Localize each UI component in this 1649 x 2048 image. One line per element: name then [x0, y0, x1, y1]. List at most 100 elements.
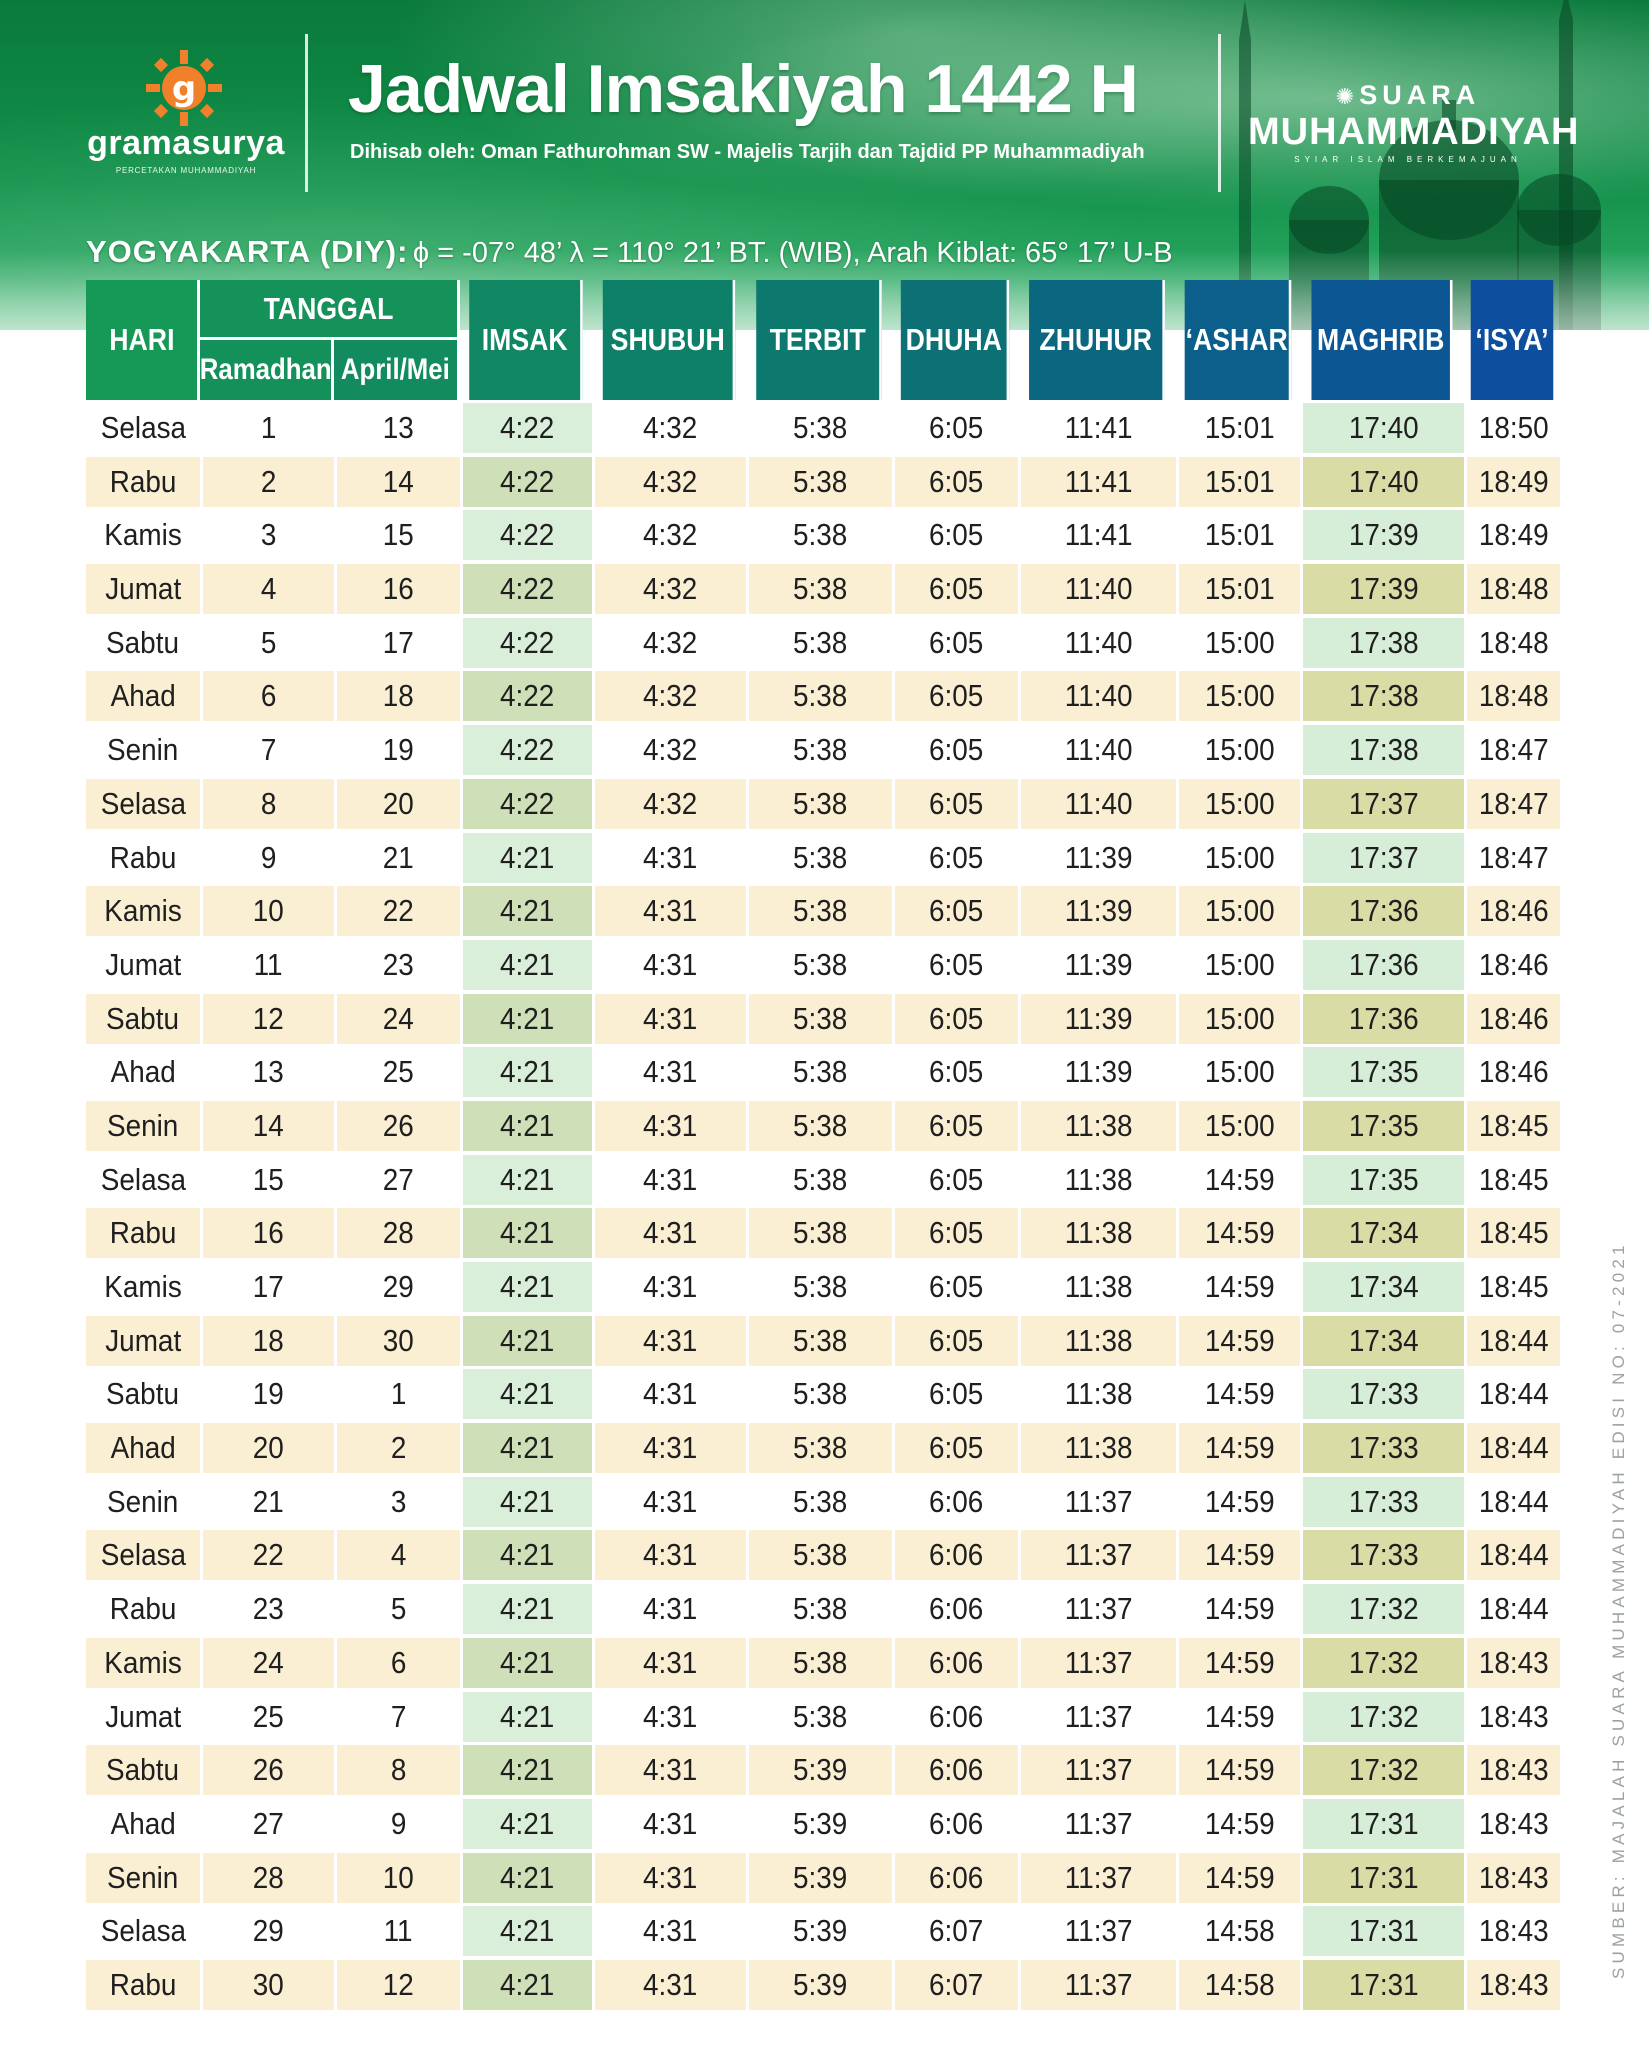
cell-terbit: 5:38: [749, 993, 892, 1044]
cell-april-mei: 4: [337, 1530, 460, 1581]
cell-isya: 18:48: [1478, 624, 1549, 660]
table-row: Jumat 18 30 4:21 4:31 5:38 6:05 11:38 14:59 17:34…: [86, 1313, 1560, 1367]
cell-april-mei: 11: [384, 1913, 413, 1949]
cell-isya: 18:43: [1478, 1698, 1549, 1734]
table-row: Selasa 22 4 4:21 4:31 5:38 6:06 11:37 14:59 17:33…: [86, 1527, 1560, 1581]
cell-maghrib: 17:33: [1303, 1423, 1464, 1474]
cell-ashar: 15:00: [1179, 886, 1300, 937]
table-row: Senin 28 10 4:21 4:31 5:39 6:06 11:37 14:59 17:31…: [86, 1850, 1560, 1904]
source-note: SUMBER: MAJALAH SUARA MUHAMMADIYAH EDISI…: [1609, 1241, 1628, 1979]
cell-shubuh: 4:31: [595, 1530, 746, 1581]
table-row: Rabu 16 28 4:21 4:31 5:38 6:05 11:38 14:59 17:34 1…: [86, 1205, 1560, 1259]
cell-hari: Rabu: [109, 1591, 177, 1627]
cell-april-mei: 8: [337, 1745, 460, 1796]
cell-ramadhan: 28: [203, 1852, 334, 1903]
cell-terbit: 5:38: [793, 1269, 848, 1304]
cell-maghrib: 17:33: [1303, 1476, 1464, 1527]
cell-ramadhan: 13: [252, 1054, 285, 1090]
cell-isya: 18:43: [1467, 1637, 1560, 1688]
cell-ashar: 15:00: [1179, 671, 1300, 722]
cell-ramadhan: 29: [252, 1913, 285, 1949]
cell-shubuh: 4:32: [595, 456, 746, 507]
cell-zhuhur: 11:38: [1064, 1376, 1133, 1412]
cell-maghrib: 17:31: [1303, 1798, 1464, 1849]
cell-dhuha: 6:05: [929, 732, 984, 768]
cell-imsak: 4:22: [463, 671, 592, 722]
brand-top-text: SUARA: [1359, 80, 1481, 110]
table-row: Senin 21 3 4:21 4:31 5:38 6:06 11:37 14:59 17:33 1…: [86, 1474, 1560, 1528]
cell-zhuhur: 11:41: [1021, 456, 1176, 507]
cell-zhuhur: 11:38: [1021, 1208, 1176, 1259]
brand-tagline: SYIAR ISLAM BERKEMAJUAN: [1294, 155, 1522, 164]
cell-maghrib: 17:31: [1303, 1959, 1464, 2010]
cell-terbit: 5:38: [793, 517, 848, 553]
cell-dhuha: 6:05: [895, 778, 1018, 829]
table-header: HARI TANGGAL Ramadhan April/Mei IMSAK SH…: [86, 280, 1560, 400]
cell-shubuh: 4:31: [595, 1423, 746, 1474]
cell-isya: 18:48: [1467, 564, 1560, 615]
table-row: Sabtu 5 17 4:22 4:32 5:38 6:05 11:40 15:00 17:38 1…: [86, 615, 1560, 669]
cell-april-mei: 27: [382, 1161, 415, 1197]
cell-dhuha: 6:05: [929, 517, 984, 553]
table-row: Rabu 9 21 4:21 4:31 5:38 6:05 11:39 15:00 17:37 18…: [86, 830, 1560, 884]
cell-ramadhan: 19: [252, 1376, 285, 1412]
cell-zhuhur: 11:37: [1064, 1698, 1133, 1734]
sun-star-icon: ✺: [1335, 84, 1360, 109]
cell-april-mei: 5: [390, 1591, 407, 1627]
cell-terbit: 5:38: [749, 1530, 892, 1581]
imsakiyah-table: HARI TANGGAL Ramadhan April/Mei IMSAK SH…: [86, 280, 1560, 2011]
cell-hari: Rabu: [86, 1959, 200, 2010]
cell-ashar: 14:59: [1204, 1483, 1275, 1519]
cell-ramadhan: 20: [203, 1423, 334, 1474]
cell-shubuh: 4:31: [643, 1805, 698, 1841]
cell-maghrib: 17:32: [1303, 1745, 1464, 1796]
cell-terbit: 5:38: [793, 732, 848, 768]
cell-zhuhur: 11:38: [1021, 1100, 1176, 1151]
cell-april-mei: 2: [337, 1423, 460, 1474]
cell-april-mei: 6: [337, 1637, 460, 1688]
cell-hari: Selasa: [86, 778, 200, 829]
cell-zhuhur: 11:40: [1021, 564, 1176, 615]
cell-maghrib: 17:35: [1303, 1047, 1464, 1098]
cell-hari: Ahad: [110, 1054, 176, 1090]
cell-april-mei: 18: [337, 671, 460, 722]
suara-muhammadiyah-logo: ✺SUARA MUHAMMADIYAH SYIAR ISLAM BERKEMAJ…: [1248, 80, 1578, 170]
cell-ashar: 15:01: [1204, 517, 1275, 553]
cell-imsak: 4:21: [463, 1906, 592, 1957]
cell-maghrib: 17:35: [1303, 1154, 1464, 1205]
cell-ramadhan: 15: [252, 1161, 285, 1197]
cell-hari: Kamis: [104, 1269, 182, 1304]
cell-april-mei: 25: [382, 1054, 415, 1090]
cell-imsak: 4:21: [463, 1476, 592, 1527]
cell-shubuh: 4:31: [643, 1913, 698, 1949]
cell-april-mei: 30: [337, 1315, 460, 1366]
cell-imsak: 4:21: [463, 1208, 592, 1259]
cell-ramadhan: 16: [203, 1208, 334, 1259]
cell-ramadhan: 23: [252, 1591, 285, 1627]
cell-april-mei: 24: [337, 993, 460, 1044]
cell-shubuh: 4:31: [595, 993, 746, 1044]
location-coords: ϕ = -07° 48’ λ = 110° 21’ BT. (WIB), Ara…: [412, 237, 1173, 269]
cell-terbit: 5:38: [749, 1208, 892, 1259]
cell-ashar: 15:00: [1204, 732, 1275, 768]
cell-isya: 18:45: [1467, 1100, 1560, 1151]
cell-imsak: 4:22: [463, 510, 592, 561]
cell-isya: 18:43: [1467, 1745, 1560, 1796]
cell-dhuha: 6:05: [895, 671, 1018, 722]
cell-hari: Senin: [86, 1100, 200, 1151]
cell-terbit: 5:38: [749, 671, 892, 722]
cell-april-mei: 21: [382, 839, 415, 875]
cell-shubuh: 4:32: [643, 732, 698, 768]
table-row: Senin 7 19 4:22 4:32 5:38 6:05 11:40 15:00 17:38 1…: [86, 722, 1560, 776]
cell-isya: 18:45: [1467, 1208, 1560, 1259]
gramasurya-tagline: PERCETAKAN MUHAMMADIYAH: [115, 166, 257, 175]
col-april-mei: April/Mei: [334, 340, 460, 400]
cell-maghrib: 17:32: [1303, 1691, 1464, 1742]
cell-terbit: 5:38: [793, 1591, 848, 1627]
cell-ashar: 14:59: [1204, 1698, 1275, 1734]
col-isya: ‘ISYA’: [1470, 280, 1554, 400]
cell-dhuha: 6:05: [895, 1100, 1018, 1151]
table-row: Rabu 23 5 4:21 4:31 5:38 6:06 11:37 14:59 17:32 18…: [86, 1581, 1560, 1635]
cell-maghrib: 17:36: [1303, 939, 1464, 990]
cell-isya: 18:47: [1467, 778, 1560, 829]
